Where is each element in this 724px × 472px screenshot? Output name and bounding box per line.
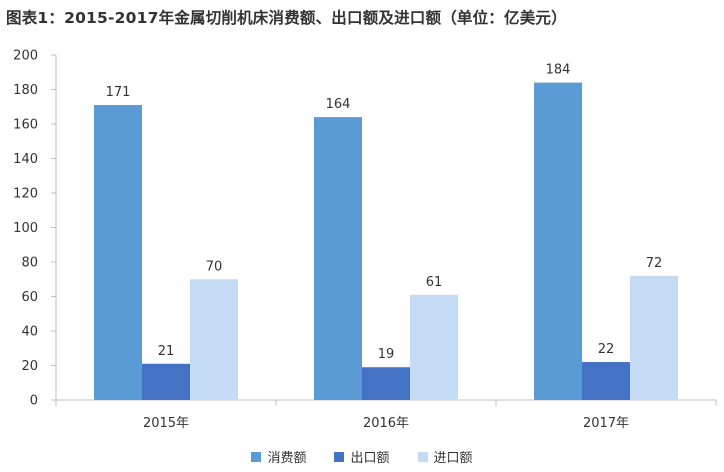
y-tick-label: 140 [13,152,38,167]
x-tick-label: 2016年 [363,416,409,431]
bar-consumption [94,105,142,401]
y-tick-label: 80 [21,256,38,271]
y-tick-label: 20 [21,359,38,374]
bar-import [410,294,458,400]
legend-item-consumption: 消费额 [251,447,306,466]
x-tick-label: 2015年 [143,416,189,431]
y-tick-label: 120 [13,187,38,202]
bar-export [582,362,630,400]
y-tick-label: 160 [13,118,38,133]
legend-swatch-import [417,451,428,462]
y-tick-label: 40 [21,325,38,340]
bar-value-label: 184 [546,63,571,78]
bar-consumption [534,82,582,400]
bar-consumption [314,117,362,400]
bar-value-label: 171 [106,85,131,100]
bar-value-label: 72 [646,256,663,271]
bar-value-label: 22 [598,342,615,357]
bar-export [142,363,190,400]
bar-export [362,367,410,400]
bar-value-label: 164 [326,97,351,112]
y-tick-label: 100 [13,221,38,236]
bar-value-label: 19 [378,347,395,362]
legend-item-import: 进口额 [417,447,473,466]
y-tick-label: 0 [30,394,38,409]
legend-swatch-export [334,451,345,462]
y-tick-label: 200 [13,49,38,64]
bar-import [190,279,238,400]
bar-value-label: 21 [158,344,175,359]
legend-label-export: 出口额 [350,451,390,466]
legend-label-consumption: 消费额 [267,451,307,466]
chart-title: 图表1：2015-2017年金属切削机床消费额、出口额及进口额（单位：亿美元） [6,9,567,27]
y-tick-label: 60 [21,290,38,305]
x-tick-label: 2017年 [583,416,629,431]
legend-label-import: 进口额 [433,451,473,466]
y-tick-label: 180 [13,83,38,98]
bar-import [630,275,678,400]
bar-value-label: 61 [426,275,443,290]
legend-swatch-consumption [251,451,262,462]
bar-value-label: 70 [206,259,223,274]
chart-legend: 消费额 出口额 进口额 [0,447,724,466]
legend-item-export: 出口额 [334,447,390,466]
